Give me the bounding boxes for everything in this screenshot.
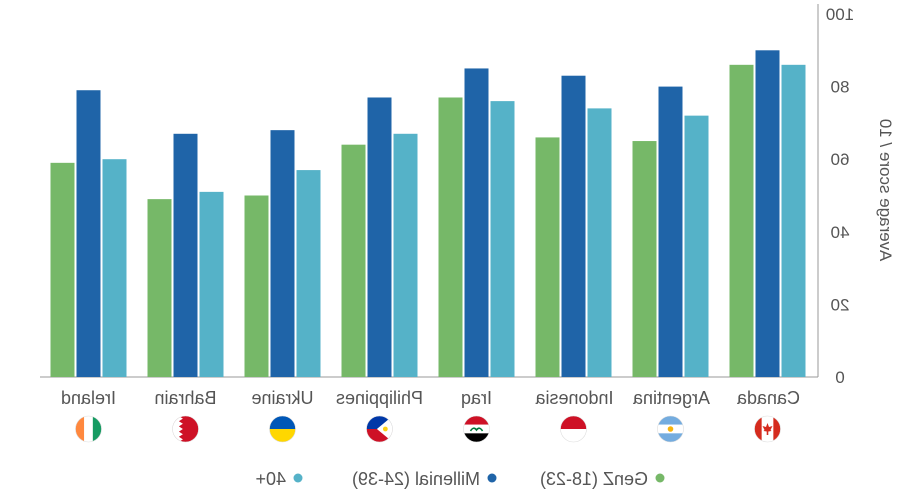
bar-iraq-40 <box>490 101 515 378</box>
bar-ireland-40 <box>102 159 127 377</box>
bar-philippines-millenial-24-39 <box>367 97 392 378</box>
category-label-ireland: Ireland <box>61 388 116 408</box>
ireland-flag-icon <box>75 415 102 443</box>
category-label-canada: Canada <box>736 388 800 408</box>
legend-label: 40+ <box>255 469 286 489</box>
bar-ukraine-genz-18-23 <box>244 195 269 377</box>
category-label-iraq: Iraq <box>461 388 492 408</box>
legend-swatch-genz-18-23 <box>655 473 665 483</box>
legend-item-40: 40+ <box>255 469 303 489</box>
legend-swatch-millenial-24-39 <box>487 473 497 483</box>
flags-layer <box>75 415 781 443</box>
bars-layer <box>50 50 806 378</box>
bar-philippines-genz-18-23 <box>341 144 366 377</box>
bar-argentina-40 <box>684 115 709 377</box>
category-label-philippines: Philippines <box>336 388 423 408</box>
bar-iraq-millenial-24-39 <box>464 68 489 377</box>
y-tick-label: 60 <box>831 150 850 169</box>
bar-canada-millenial-24-39 <box>755 50 780 378</box>
category-label-argentina: Argentina <box>632 388 710 408</box>
labels-layer: Ireland Bahrain Ukraine Philippines Iraq Indo… <box>61 388 800 408</box>
legend-swatch-40 <box>293 473 303 483</box>
legend-item-genz-18-23: GenZ (18-23) <box>540 469 665 489</box>
bar-indonesia-millenial-24-39 <box>561 75 586 378</box>
bar-philippines-40 <box>393 133 418 377</box>
canada-flag-icon <box>754 415 781 443</box>
bar-bahrain-millenial-24-39 <box>173 133 198 377</box>
bar-indonesia-genz-18-23 <box>535 137 560 377</box>
indonesia-flag-icon <box>560 415 587 443</box>
legend-label: Millenial (24-39) <box>352 469 480 489</box>
legend-label: GenZ (18-23) <box>540 469 648 489</box>
legend-item-millenial-24-39: Millenial (24-39) <box>352 469 497 489</box>
y-tick-label: 100 <box>826 5 854 24</box>
y-axis-title: Average score / 10 <box>876 119 895 261</box>
legend: GenZ (18-23) Millenial (24-39) 40+ <box>255 469 665 489</box>
y-tick-label: 20 <box>831 295 850 314</box>
bar-ukraine-millenial-24-39 <box>270 130 295 377</box>
bar-bahrain-40 <box>199 191 224 377</box>
y-tick-label: 80 <box>831 78 850 97</box>
bar-ukraine-40 <box>296 170 321 377</box>
bar-iraq-genz-18-23 <box>438 97 463 378</box>
category-label-indonesia: Indonesia <box>534 388 613 408</box>
bar-ireland-millenial-24-39 <box>76 90 101 377</box>
bahrain-flag-icon <box>172 415 199 443</box>
iraq-flag-icon <box>463 415 490 443</box>
bar-indonesia-40 <box>587 108 612 377</box>
y-tick-label: 40 <box>831 223 850 242</box>
bar-canada-genz-18-23 <box>729 64 754 377</box>
philippines-flag-icon <box>366 415 393 443</box>
bar-argentina-millenial-24-39 <box>658 86 683 377</box>
bar-canada-40 <box>781 64 806 377</box>
category-label-ukraine: Ukraine <box>251 388 313 408</box>
bar-bahrain-genz-18-23 <box>147 199 172 377</box>
argentina-flag-icon <box>657 415 684 443</box>
category-label-bahrain: Bahrain <box>154 388 216 408</box>
bar-ireland-genz-18-23 <box>50 162 75 377</box>
bar-argentina-genz-18-23 <box>632 141 657 377</box>
y-tick-label: 0 <box>835 368 844 387</box>
ukraine-flag-icon <box>269 415 296 443</box>
